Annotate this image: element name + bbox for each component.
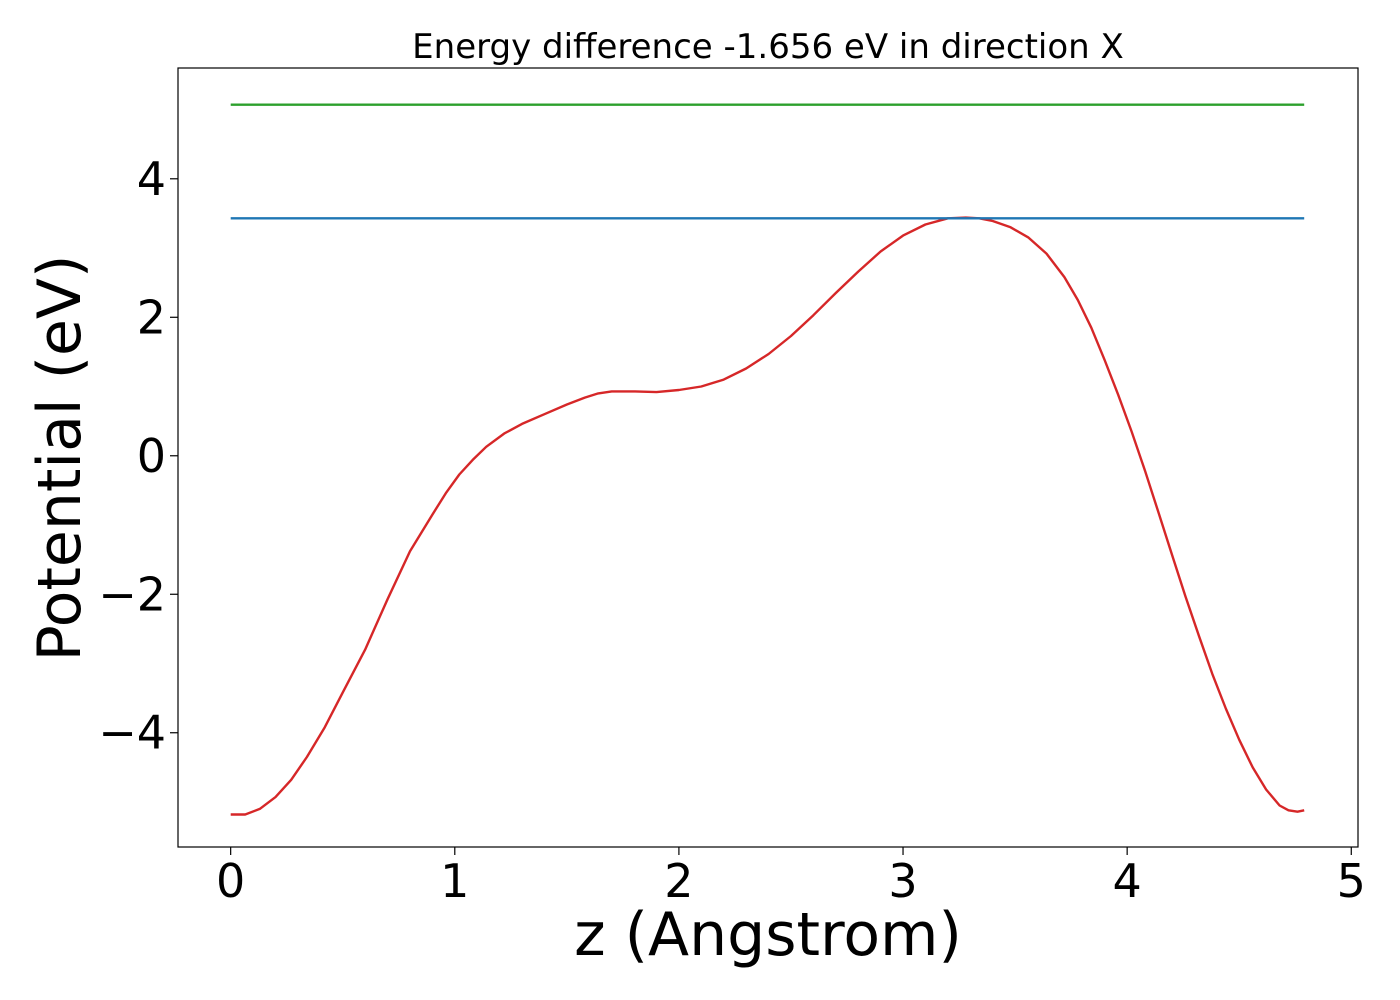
series-line-0 — [230, 216, 1305, 816]
x-axis-ticks: 0 1 2 3 4 5 — [216, 847, 1366, 908]
y-axis-ticks: −4 −2 0 2 4 — [98, 152, 178, 760]
y-tick-label: 4 — [137, 152, 166, 206]
y-tick-label: −2 — [98, 567, 166, 621]
series-lines — [230, 103, 1305, 816]
x-tick-label: 3 — [888, 854, 917, 908]
y-tick-label: 0 — [137, 429, 166, 483]
x-tick-label: 5 — [1337, 854, 1366, 908]
y-tick-label: 2 — [137, 290, 166, 344]
y-axis-label: Potential (eV) — [25, 255, 95, 662]
x-tick-label: 4 — [1113, 854, 1142, 908]
chart-title: Energy difference -1.656 eV in direction… — [412, 27, 1124, 67]
plot-area-frame — [177, 67, 1359, 848]
x-axis-label: z (Angstrom) — [574, 900, 962, 970]
x-tick-label: 0 — [216, 854, 245, 908]
x-tick-label: 2 — [664, 854, 693, 908]
x-tick-label: 1 — [440, 854, 469, 908]
y-tick-label: −4 — [98, 706, 166, 760]
